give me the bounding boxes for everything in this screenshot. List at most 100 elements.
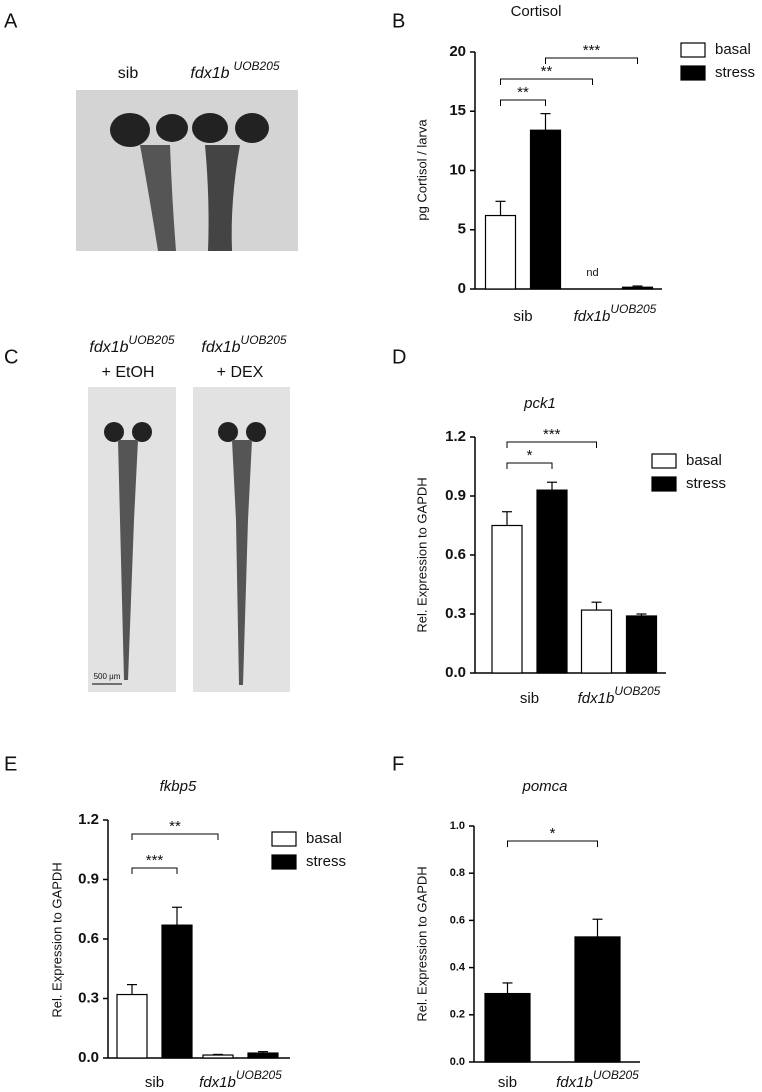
y-axis-label: pg Cortisol / larva (414, 119, 429, 221)
y-tick-label: 1.2 (445, 428, 466, 445)
category-superscript: UOB205 (236, 1068, 282, 1082)
y-tick-label: 0.3 (78, 989, 99, 1006)
y-tick-label: 5 (458, 221, 466, 238)
significance-label: * (550, 825, 556, 842)
x-tick-label: fdx1bUOB205 (199, 1068, 282, 1091)
bar (116, 993, 148, 1059)
legend-label: stress (686, 475, 726, 492)
y-tick-label: 0.3 (445, 605, 466, 622)
bar (529, 129, 562, 290)
x-tick-label: sib (145, 1074, 164, 1091)
x-tick-label: fdx1bUOB205 (578, 684, 661, 707)
panel-label: A (4, 10, 18, 32)
significance-bracket (131, 833, 219, 840)
y-axis-label: Rel. Expression to GAPDH (414, 866, 429, 1021)
chart-title: Cortisol (511, 3, 562, 20)
chart-title: fkbp5 (160, 778, 197, 795)
legend-swatch (680, 65, 706, 81)
category-name: sib (498, 1074, 517, 1091)
larva-image (76, 90, 298, 251)
significance-bracket (507, 840, 598, 847)
bar (247, 1052, 279, 1059)
category-superscript: UOB205 (610, 302, 656, 316)
caption-gene: fdx1b (190, 65, 229, 82)
bar (202, 1054, 234, 1059)
significance-bracket (500, 99, 546, 106)
x-tick-label: sib (513, 308, 532, 325)
y-tick-label: 0.9 (445, 487, 466, 504)
caption: fdx1b UOB205 (190, 59, 279, 82)
bar (574, 936, 621, 1063)
bar (484, 214, 517, 290)
caption: + EtOH (102, 364, 155, 381)
y-tick-label: 0.2 (450, 1009, 465, 1021)
category-superscript: UOB205 (593, 1068, 639, 1082)
category-name: fdx1b (578, 690, 615, 707)
significance-label: ** (517, 84, 529, 101)
legend-swatch (271, 831, 297, 847)
caption-gene: fdx1b (89, 339, 128, 356)
y-tick-label: 1.0 (450, 820, 465, 832)
bar (621, 286, 654, 290)
bar (580, 609, 613, 674)
legend-label: basal (306, 830, 342, 847)
y-tick-label: 0 (458, 280, 466, 297)
value-label: nd (586, 267, 598, 279)
bar (161, 924, 193, 1059)
chart-title: pck1 (523, 395, 556, 412)
legend-swatch (651, 476, 677, 492)
caption-allele: UOB205 (241, 333, 287, 347)
category-name: sib (520, 690, 539, 707)
legend-label: basal (686, 452, 722, 469)
x-tick-label: sib (498, 1074, 517, 1091)
y-tick-label: 0.0 (445, 664, 466, 681)
x-tick-label: fdx1bUOB205 (556, 1068, 639, 1091)
caption: fdx1bUOB205 (201, 333, 286, 356)
bar (625, 615, 658, 674)
y-tick-label: 10 (449, 161, 466, 178)
y-tick-label: 0.6 (445, 546, 466, 563)
significance-bracket (545, 57, 638, 64)
y-tick-label: 15 (449, 102, 466, 119)
bar (484, 992, 531, 1063)
category-name: sib (145, 1074, 164, 1091)
significance-bracket (131, 867, 178, 874)
y-tick-label: 0.6 (78, 930, 99, 947)
legend-swatch (651, 453, 677, 469)
category-name: fdx1b (199, 1074, 236, 1091)
larva-image (88, 387, 290, 692)
caption-allele: UOB205 (234, 59, 280, 73)
significance-label: *** (583, 42, 601, 59)
significance-label: ** (541, 63, 553, 80)
y-tick-label: 0.8 (450, 867, 465, 879)
bar (536, 489, 568, 674)
y-axis-label: Rel. Expression to GAPDH (414, 477, 429, 632)
panel-label: C (4, 346, 18, 368)
y-tick-label: 0.0 (78, 1049, 99, 1066)
significance-label: *** (543, 426, 561, 443)
panel-label: B (392, 10, 405, 32)
y-axis-label: Rel. Expression to GAPDH (49, 862, 64, 1017)
y-tick-label: 1.2 (78, 811, 99, 828)
panel-label: D (392, 346, 406, 368)
significance-bracket (506, 441, 597, 448)
significance-label: *** (146, 852, 164, 869)
legend-swatch (680, 42, 706, 58)
caption: sib (118, 65, 139, 82)
panel-label: E (4, 753, 17, 775)
caption-allele: UOB205 (129, 333, 175, 347)
bar (491, 524, 523, 674)
legend-label: basal (715, 41, 751, 58)
scale-bar-label: 500 µm (94, 672, 121, 681)
y-tick-label: 0.6 (450, 914, 465, 926)
category-name: fdx1b (556, 1074, 593, 1091)
legend-label: stress (306, 853, 346, 870)
significance-label: ** (169, 818, 181, 835)
category-superscript: UOB205 (614, 684, 660, 698)
significance-label: * (527, 447, 533, 464)
chart-title: pomca (521, 778, 567, 795)
category-name: sib (513, 308, 532, 325)
legend-label: stress (715, 64, 755, 81)
category-name: fdx1b (574, 308, 611, 325)
caption: fdx1bUOB205 (89, 333, 174, 356)
